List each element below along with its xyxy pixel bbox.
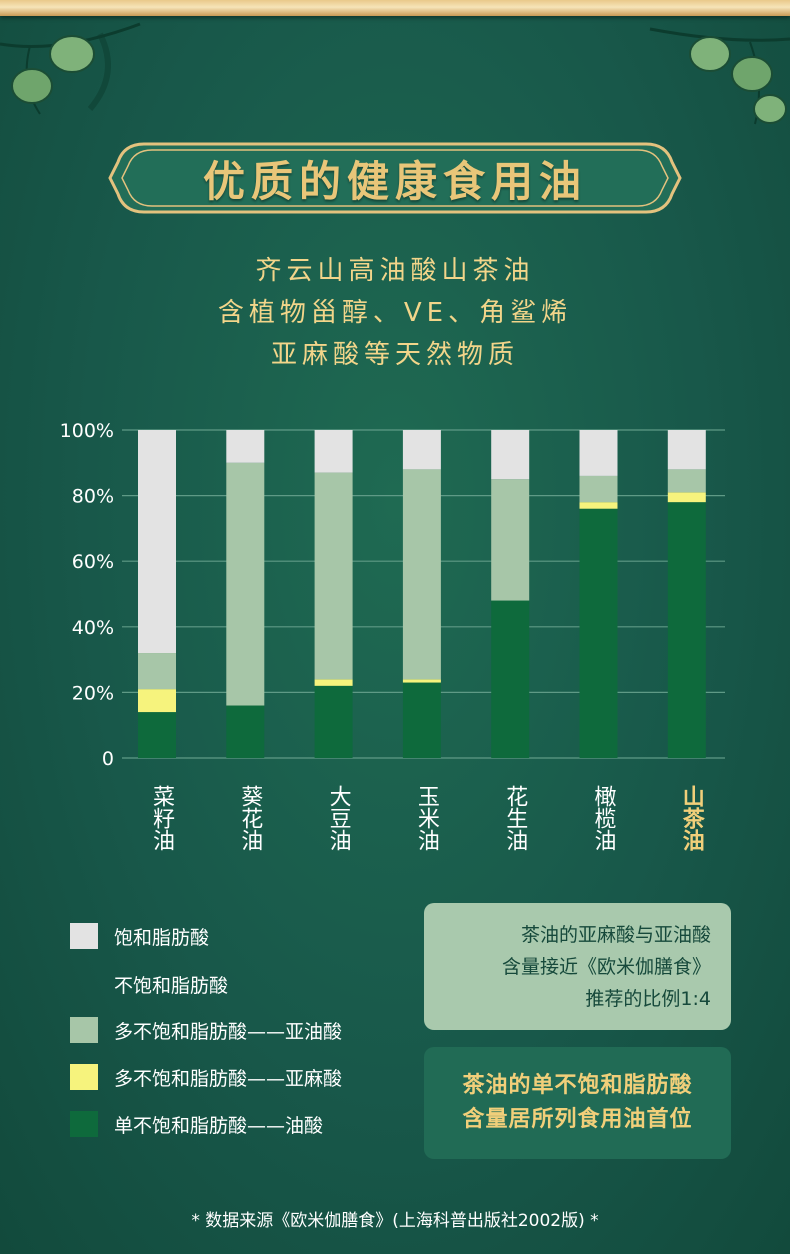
- bar-segment: [314, 679, 353, 686]
- bar-segment: [138, 689, 176, 713]
- y-tick-label: 40%: [72, 617, 114, 639]
- data-source-note: * 数据来源《欧米伽膳食》(上海科普出版社2002版) *: [191, 1211, 599, 1231]
- ratio-note-box: 茶油的亚麻酸与亚油酸 含量接近《欧米伽膳食》 推荐的比例1:4: [424, 903, 731, 1030]
- legend-item-saturated: 饱和脂肪酸: [70, 922, 209, 950]
- y-tick-label: 80%: [72, 486, 114, 508]
- bar-segment: [579, 430, 618, 476]
- bar-segment: [226, 705, 265, 758]
- note-line-1: 茶油的亚麻酸与亚油酸: [520, 923, 711, 946]
- legend-label-oleic: 单不饱和脂肪酸——油酸: [114, 1114, 324, 1137]
- legend-swatch-oleic: [70, 1111, 98, 1137]
- x-category-label: 葵花油: [237, 785, 263, 851]
- top-gold-border: [0, 0, 790, 16]
- y-tick-label: 0: [102, 748, 114, 770]
- bar-segment: [579, 502, 618, 509]
- bar-segment: [226, 462, 265, 706]
- y-tick-label: 60%: [72, 551, 114, 573]
- legend-item-linoleic: 多不饱和脂肪酸——亚油酸: [70, 1016, 342, 1044]
- legend-swatch-unsaturated: [70, 971, 98, 997]
- bar-segment: [491, 600, 530, 758]
- page-title: 优质的健康食用油: [202, 156, 587, 206]
- note-line-2: 含量接近《欧米伽膳食》: [501, 955, 711, 978]
- highlight-box: 茶油的单不饱和脂肪酸 含量居所列食用油首位: [424, 1047, 731, 1159]
- title-banner-frame: [108, 142, 682, 214]
- legend-label-unsaturated: 不饱和脂肪酸: [114, 974, 229, 997]
- x-category-label: 菜籽油: [149, 785, 174, 851]
- bar-segment: [491, 430, 530, 480]
- bar-segment: [402, 469, 441, 680]
- legend-label-linoleic: 多不饱和脂肪酸——亚油酸: [114, 1020, 343, 1043]
- olive-branch-left-icon: [0, 22, 141, 115]
- subtitle-line-2: 含植物甾醇、VE、角鲨烯: [217, 298, 573, 328]
- bar-segment: [667, 492, 706, 503]
- y-tick-label: 100%: [60, 420, 114, 442]
- bar-segment: [314, 472, 353, 680]
- subtitle-line-1: 齐云山高油酸山茶油: [255, 256, 535, 286]
- legend-swatch-linolenic: [70, 1064, 98, 1090]
- bar-segment: [579, 475, 618, 503]
- bar-segment: [491, 479, 530, 601]
- legend-swatch-linoleic: [70, 1017, 98, 1043]
- stacked-bar-chart: 0 20% 40% 60% 80% 100%: [60, 420, 725, 770]
- x-category-label: 橄榄油: [590, 785, 616, 851]
- x-category-label: 大豆油: [325, 785, 351, 851]
- legend-label-linolenic: 多不饱和脂肪酸——亚麻酸: [114, 1067, 343, 1090]
- bar-segment: [667, 430, 706, 470]
- x-category-label: 玉米油: [413, 785, 439, 851]
- highlight-line-1: 茶油的单不饱和脂肪酸: [462, 1073, 693, 1098]
- bar-segment: [667, 469, 706, 493]
- subtitle-line-3: 亚麻酸等天然物质: [270, 340, 519, 370]
- bar-segment: [226, 430, 265, 463]
- x-category-label: 山茶油: [678, 785, 704, 851]
- bar-segment: [314, 685, 353, 758]
- bar-segment: [402, 430, 441, 470]
- olive-branch-right-icon: [649, 27, 790, 125]
- bar-segment: [138, 653, 176, 690]
- y-tick-label: 20%: [72, 682, 114, 704]
- legend-item-linolenic: 多不饱和脂肪酸——亚麻酸: [70, 1063, 342, 1091]
- bar-segment: [314, 430, 353, 473]
- note-line-3: 推荐的比例1:4: [585, 987, 711, 1010]
- legend-swatch-saturated: [70, 923, 98, 949]
- bar-segment: [402, 682, 441, 758]
- bar-segment: [579, 508, 618, 758]
- highlight-line-2: 含量居所列食用油首位: [462, 1107, 693, 1132]
- bar-segment: [667, 502, 706, 758]
- x-category-label: 花生油: [502, 785, 528, 851]
- legend-item-oleic: 单不饱和脂肪酸——油酸: [70, 1110, 323, 1138]
- legend-label-saturated: 饱和脂肪酸: [114, 926, 210, 949]
- bar-segment: [138, 712, 176, 758]
- title-banner: 优质的健康食用油: [106, 140, 684, 216]
- bar-segment: [138, 430, 176, 654]
- legend-item-unsaturated: 不饱和脂肪酸: [70, 970, 228, 998]
- bar-segment: [402, 679, 441, 683]
